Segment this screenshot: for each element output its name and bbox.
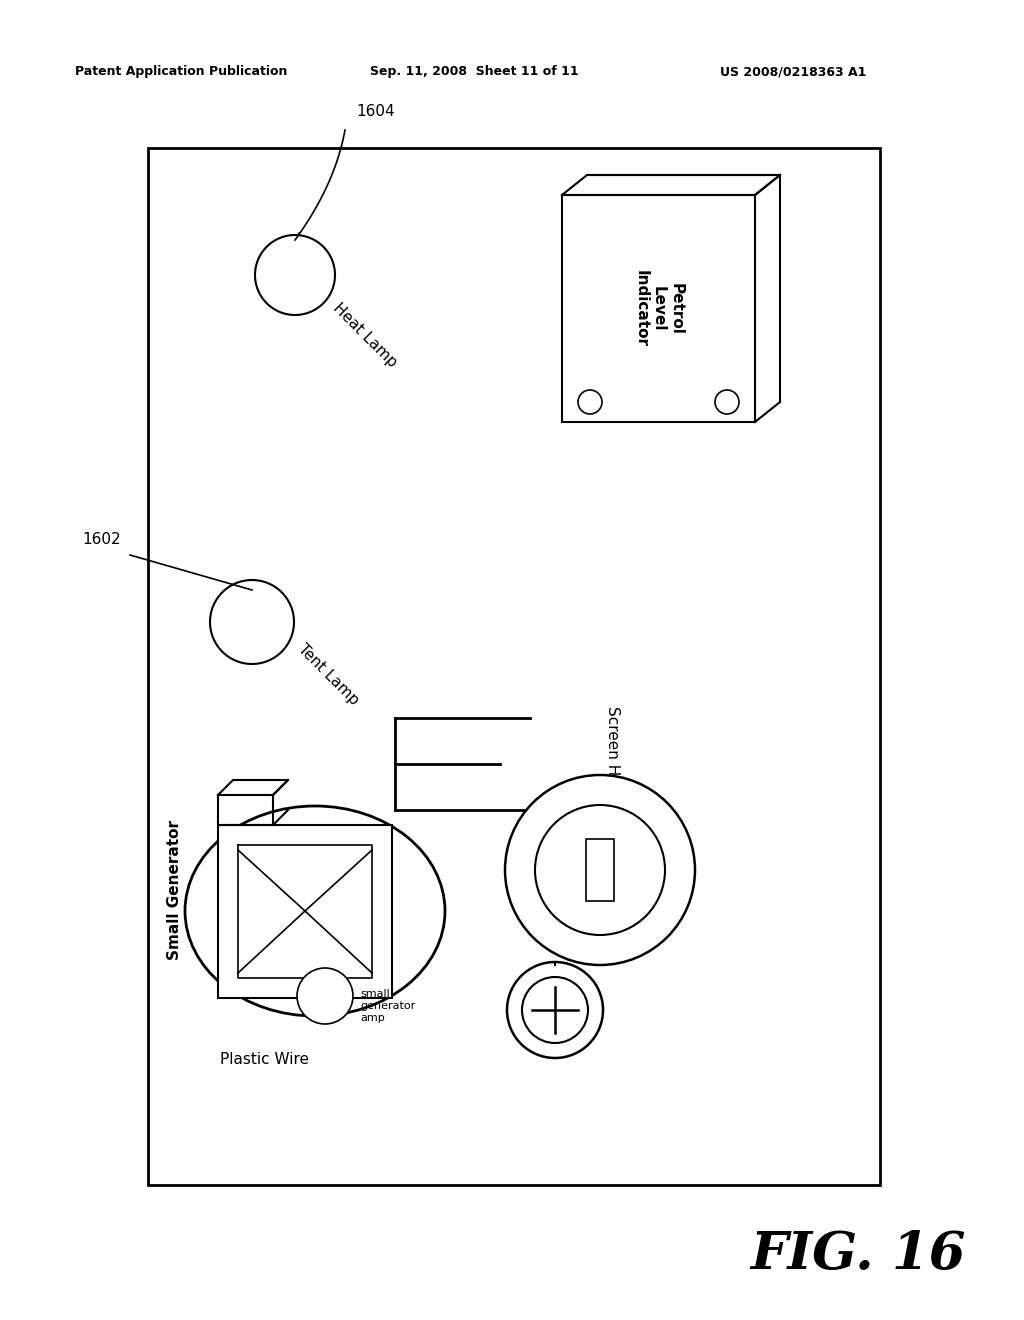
Text: small
generator
amp: small generator amp bbox=[360, 990, 416, 1023]
Text: Petrol
Level
Indicator: Petrol Level Indicator bbox=[634, 271, 683, 347]
Text: Patent Application Publication: Patent Application Publication bbox=[75, 66, 288, 78]
Circle shape bbox=[715, 389, 739, 414]
Text: Sep. 11, 2008  Sheet 11 of 11: Sep. 11, 2008 Sheet 11 of 11 bbox=[370, 66, 579, 78]
Circle shape bbox=[578, 389, 602, 414]
Bar bbox=[562, 195, 755, 422]
Bar bbox=[218, 825, 392, 998]
Text: 1602: 1602 bbox=[82, 532, 121, 548]
Circle shape bbox=[507, 962, 603, 1059]
Bar bbox=[148, 148, 880, 1185]
Text: Screen Holder: Screen Holder bbox=[605, 706, 620, 814]
Circle shape bbox=[535, 805, 665, 935]
Text: Heat Lamp: Heat Lamp bbox=[330, 300, 399, 370]
Text: Plastic Wire: Plastic Wire bbox=[220, 1052, 309, 1068]
Text: Tent Lamp: Tent Lamp bbox=[295, 642, 361, 709]
Text: Small Generator: Small Generator bbox=[167, 820, 182, 960]
Circle shape bbox=[255, 235, 335, 315]
Circle shape bbox=[210, 579, 294, 664]
Circle shape bbox=[505, 775, 695, 965]
Circle shape bbox=[297, 968, 353, 1024]
Bar bbox=[586, 840, 614, 902]
Circle shape bbox=[522, 977, 588, 1043]
Text: 1604: 1604 bbox=[356, 104, 394, 120]
Text: FIG. 16: FIG. 16 bbox=[750, 1229, 966, 1280]
Text: US 2008/0218363 A1: US 2008/0218363 A1 bbox=[720, 66, 866, 78]
